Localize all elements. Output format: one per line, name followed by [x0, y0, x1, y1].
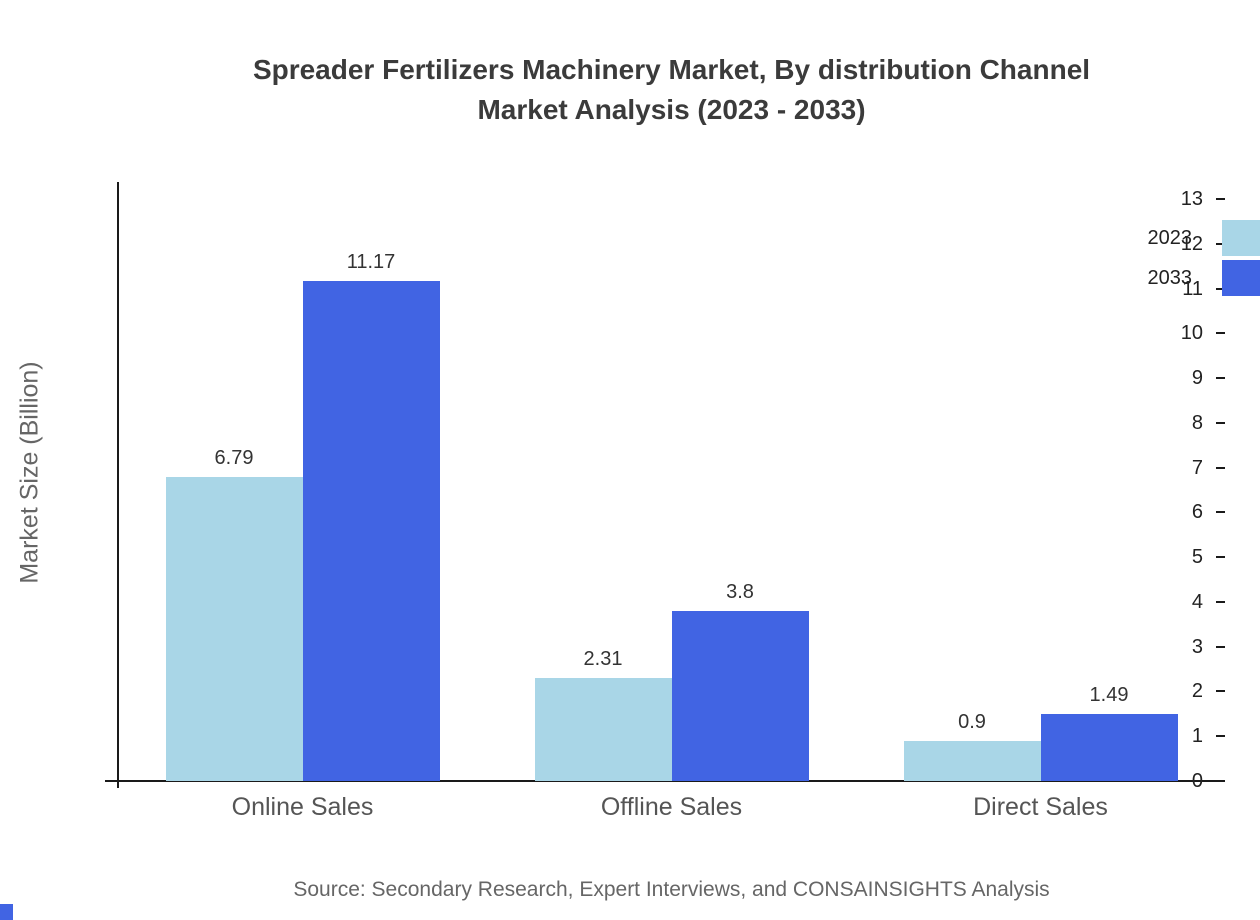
y-axis-label: Market Size (Billion) [15, 361, 44, 584]
bar-value-label: 1.49 [1089, 684, 1129, 707]
y-tick-label: 2 [1191, 680, 1203, 703]
chart-title-line2: Market Analysis (2023 - 2033) [477, 94, 866, 125]
bar-wrap: 11.17 [302, 250, 440, 781]
legend: 2023 2033 [1148, 218, 1260, 298]
y-tick-mark [1216, 600, 1225, 603]
y-tick-mark [1216, 287, 1225, 290]
legend-item-2023: 2023 [1148, 218, 1260, 258]
y-tick-label: 1 [1191, 725, 1203, 748]
y-tick-label: 5 [1191, 546, 1203, 569]
y-tick-label: 3 [1191, 635, 1203, 658]
bar-wrap: 0.9 [903, 710, 1041, 781]
bar-wrap: 1.49 [1040, 684, 1178, 781]
bar-2023-direct-sales [903, 740, 1041, 781]
bar-value-label: 2.31 [583, 647, 623, 670]
plot-area: 0 1 2 3 4 5 6 7 8 9 10 11 12 13 6.79 11.17 2.31 3.8 0.9 1.… [118, 188, 1225, 792]
corner-accent-square [0, 904, 13, 920]
x-category-label: Online Sales [231, 793, 374, 821]
y-tick-mark [1216, 645, 1225, 648]
y-tick-label: 8 [1191, 411, 1203, 434]
bars-container: 6.79 11.17 2.31 3.8 0.9 1.49 [118, 199, 1225, 781]
bar-value-label: 11.17 [346, 250, 396, 273]
legend-swatch-2033 [1222, 260, 1260, 296]
x-category-label: Offline Sales [600, 793, 743, 821]
y-tick-mark [1216, 556, 1225, 559]
y-tick-label: 11 [1182, 277, 1203, 300]
bar-group-online-sales: 6.79 11.17 [165, 250, 440, 781]
y-tick-mark [1216, 198, 1225, 200]
bar-2023-online-sales [165, 477, 303, 781]
y-tick-mark [1216, 735, 1225, 738]
legend-label-2033: 2033 [1147, 266, 1193, 289]
bar-value-label: 6.79 [214, 447, 254, 470]
legend-item-2033: 2033 [1148, 258, 1260, 298]
y-tick-label: 6 [1191, 501, 1203, 524]
y-tick-mark [1216, 242, 1225, 245]
bar-wrap: 2.31 [534, 647, 672, 781]
bar-value-label: 0.9 [958, 710, 986, 733]
y-tick-label: 7 [1191, 456, 1203, 479]
bar-group-direct-sales: 0.9 1.49 [903, 684, 1178, 781]
y-tick-label: 4 [1191, 590, 1203, 613]
y-tick-mark [1216, 780, 1225, 782]
bar-wrap: 3.8 [671, 580, 809, 781]
chart-title: Spreader Fertilizers Machinery Market, B… [118, 50, 1225, 130]
bar-group-offline-sales: 2.31 3.8 [534, 580, 809, 781]
source-note: Source: Secondary Research, Expert Inter… [293, 878, 1050, 901]
bar-2033-direct-sales [1040, 714, 1178, 781]
y-tick-mark [1216, 466, 1225, 469]
y-tick-label: 10 [1180, 322, 1203, 345]
legend-label-2023: 2023 [1147, 226, 1193, 249]
x-axis-line [105, 780, 1225, 782]
bar-wrap: 6.79 [165, 447, 303, 781]
y-tick-mark [1216, 332, 1225, 335]
x-category-label: Direct Sales [973, 793, 1108, 821]
y-tick-label: 12 [1180, 232, 1203, 255]
x-axis-category-labels: Online Sales Offline Sales Direct Sales [118, 793, 1225, 822]
y-tick-mark [1216, 511, 1225, 514]
bar-value-label: 3.8 [726, 580, 754, 603]
chart-title-line1: Spreader Fertilizers Machinery Market, B… [252, 54, 1091, 85]
bar-2033-offline-sales [671, 610, 809, 781]
bar-2033-online-sales [302, 280, 440, 781]
y-tick-mark [1216, 421, 1225, 424]
y-axis-line [117, 182, 119, 788]
legend-swatch-2023 [1222, 220, 1260, 256]
y-tick-label: 0 [1191, 770, 1203, 792]
y-tick-label: 13 [1180, 188, 1203, 210]
y-tick-label: 9 [1191, 367, 1203, 390]
y-tick-mark [1216, 690, 1225, 693]
bar-2023-offline-sales [534, 677, 672, 781]
y-tick-mark [1216, 377, 1225, 380]
